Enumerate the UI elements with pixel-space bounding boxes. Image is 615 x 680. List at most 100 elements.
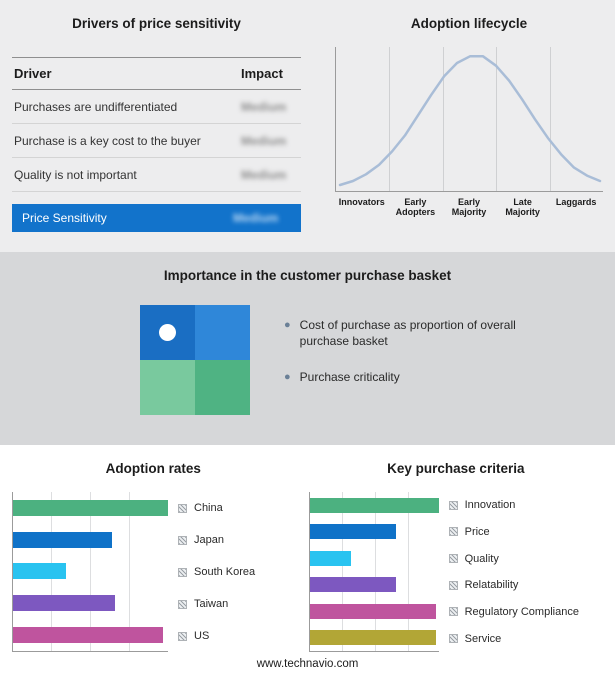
adoption-rates-title: Adoption rates [105,461,201,476]
stage-label-laggards: Laggards [555,197,597,207]
adoption-rates-legend: China Japan South Korea Taiwan US [178,492,255,652]
lifecycle-stage-labels: Innovators Early Adopters Early Majority… [335,197,603,218]
bar-relatability [309,577,397,593]
bullet-text: Purchase criticality [299,370,400,385]
legend-label: China [194,502,223,514]
legend-label: US [194,630,210,642]
purchase-basket-section: Importance in the customer purchase bask… [0,252,615,445]
legend-swatch-icon [448,634,458,644]
price-sensitivity-label: Price Sensitivity [22,211,107,225]
bar-south-korea [13,563,66,580]
bullet-icon: ● [284,371,291,384]
list-item: ● Purchase criticality [284,369,534,386]
key-purchase-criteria-title: Key purchase criteria [387,461,525,476]
basket-bullet-list: ● Cost of purchase as proportion of over… [284,305,534,415]
price-sensitivity-summary-row: Price Sensitivity Medium [12,204,301,232]
stage-separator [389,47,391,191]
lifecycle-title: Adoption lifecycle [410,16,528,31]
bar-price [309,524,397,540]
key-purchase-criteria-chart: Key purchase criteria Innovation Price Qua… [308,461,603,652]
quadrant-cell-bottom-right [195,360,250,415]
legend-swatch-icon [178,503,187,513]
bullet-text: Cost of purchase as proportion of overal… [299,318,516,349]
bottom-section: Adoption rates China Japan South Korea Taiw… [0,445,615,652]
table-row: Purchases are undifferentiated Medium [12,90,301,124]
bar-regulatory-compliance [309,603,437,619]
quadrant-cell-bottom-left [140,360,195,415]
stage-label-innovators: Innovators [338,197,385,207]
legend-item: Quality [448,552,579,565]
table-header: Driver Impact [12,57,301,90]
table-row: Purchase is a key cost to the buyer Medi… [12,124,301,158]
legend-swatch-icon [448,580,458,590]
driver-label: Purchase is a key cost to the buyer [14,134,201,148]
legend-item: Service [448,632,579,645]
stage-separator [549,47,551,191]
legend-item: South Korea [178,566,255,578]
legend-label: Japan [194,534,224,546]
legend-label: Relatability [464,579,519,592]
legend-swatch-icon [448,554,458,564]
stage-separator [442,47,444,191]
footer-url: www.technavio.com [256,658,359,670]
price-sensitivity-value: Medium [233,211,279,225]
adoption-rates-plot [12,492,168,652]
basket-quadrant [140,305,250,415]
adoption-lifecycle-panel: Adoption lifecycle Innovators Early Adop… [335,12,603,252]
legend-swatch-icon [448,500,458,510]
legend-item: US [178,630,255,642]
stage-label-late-majority: Late Majority [505,197,540,218]
legend-item: Relatability [448,579,579,592]
key-purchase-criteria-legend: Innovation Price Quality Relatability Regula… [448,492,579,652]
bell-curve [338,55,602,187]
stage-label-early-adopters: Early Adopters [395,197,436,218]
legend-swatch-icon [178,599,187,609]
legend-swatch-icon [448,527,458,537]
legend-item: Price [448,525,579,538]
basket-title: Importance in the customer purchase bask… [163,268,452,283]
bar-china [13,499,168,516]
stage-separator [496,47,498,191]
column-impact: Impact [241,66,283,81]
legend-label: Service [464,632,502,645]
drivers-title: Drivers of price sensitivity [72,16,241,31]
legend-label: Quality [464,552,499,565]
legend-label: Taiwan [194,598,229,610]
column-driver: Driver [14,66,52,81]
impact-value: Medium [241,100,287,114]
driver-label: Purchases are undifferentiated [14,100,178,114]
legend-swatch-icon [448,607,458,617]
quadrant-cell-top-right [195,305,250,360]
legend-swatch-icon [178,631,187,641]
top-section: Drivers of price sensitivity Driver Impa… [0,0,615,252]
key-purchase-criteria-plot [308,492,439,652]
legend-swatch-icon [178,535,187,545]
stage-label-early-majority: Early Majority [451,197,487,218]
legend-item: China [178,502,255,514]
legend-item: Taiwan [178,598,255,610]
legend-item: Innovation [448,499,579,512]
legend-label: Regulatory Compliance [464,605,579,618]
lifecycle-plot [335,47,603,192]
quadrant-marker-dot [159,324,176,341]
legend-swatch-icon [178,567,187,577]
impact-value: Medium [241,168,287,182]
bar-quality [309,550,351,566]
legend-item: Regulatory Compliance [448,605,579,618]
legend-label: Price [464,525,490,538]
bullet-icon: ● [284,319,291,331]
price-sensitivity-panel: Drivers of price sensitivity Driver Impa… [12,12,301,252]
bar-japan [13,531,113,548]
impact-value: Medium [241,134,287,148]
legend-item: Japan [178,534,255,546]
bar-innovation [309,497,439,513]
adoption-rates-chart: Adoption rates China Japan South Korea Taiw… [12,461,295,652]
bar-taiwan [13,595,116,612]
legend-label: Innovation [464,499,516,512]
bar-service [309,630,437,646]
legend-label: South Korea [194,566,256,578]
table-row: Quality is not important Medium [12,158,301,192]
bar-us [13,627,164,644]
list-item: ● Cost of purchase as proportion of over… [284,317,534,349]
drivers-table: Driver Impact Purchases are undifferenti… [12,57,301,232]
